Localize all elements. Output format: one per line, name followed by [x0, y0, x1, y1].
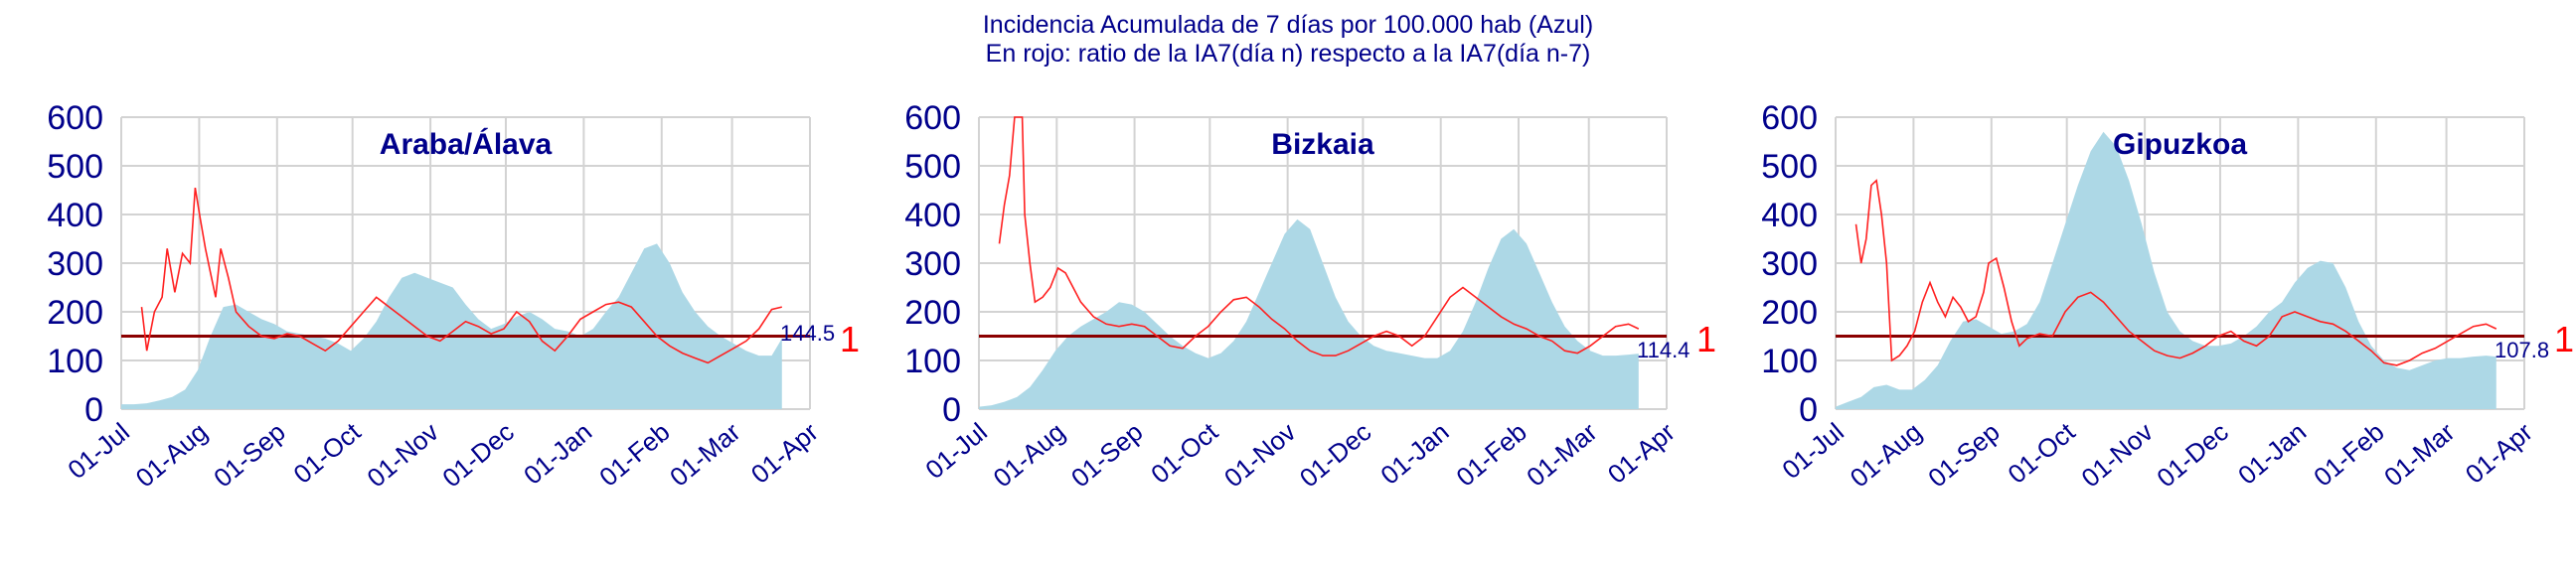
x-tick-label: 01-Dec: [1294, 417, 1376, 494]
x-tick-label: 01-Nov: [2075, 417, 2158, 494]
panel-2: 010020030040050060001-Jul01-Aug01-Sep01-…: [904, 99, 1716, 493]
y-tick-label: 500: [47, 148, 103, 186]
y-tick-label: 600: [904, 99, 961, 137]
x-tick-label: 01-Jan: [2232, 417, 2312, 491]
y-tick-label: 500: [1761, 148, 1818, 186]
x-tick-label: 01-Jan: [518, 417, 597, 491]
figure-title-line2: En rojo: ratio de la IA7(día n) respecto…: [986, 40, 1591, 68]
x-tick-label: 01-Feb: [2308, 417, 2389, 493]
x-tick-label: 01-Mar: [664, 416, 746, 492]
x-tick-label: 01-Mar: [1521, 416, 1603, 492]
y-tick-label: 400: [47, 197, 103, 234]
x-tick-label: 01-Apr: [1602, 416, 1681, 489]
plot-area: [120, 116, 811, 410]
x-tick-label: 01-Oct: [1145, 416, 1224, 490]
x-tick-label: 01-Sep: [1922, 417, 2006, 494]
y-tick-label: 600: [1761, 99, 1818, 137]
y-tick-label: 400: [1761, 197, 1818, 234]
y-tick-label: 0: [84, 391, 103, 429]
x-tick-label: 01-Apr: [2460, 416, 2538, 489]
x-tick-label: 01-Dec: [436, 417, 519, 494]
y-tick-label: 200: [1761, 294, 1818, 332]
y-tick-label: 300: [904, 245, 961, 283]
ratio-line: [140, 187, 782, 364]
panel-title: Gipuzkoa: [2113, 128, 2247, 161]
y-tick-label: 400: [904, 197, 961, 234]
y-tick-label: 300: [1761, 245, 1818, 283]
y-tick-label: 300: [47, 245, 103, 283]
x-tick-label: 01-Oct: [2002, 416, 2081, 490]
y-tick-label: 0: [1799, 391, 1818, 429]
x-tick-label: 01-Jan: [1374, 417, 1454, 491]
figure-title-line1: Incidencia Acumulada de 7 días por 100.0…: [983, 11, 1593, 39]
ia7-area: [979, 218, 1639, 409]
x-tick-label: 01-Dec: [2151, 417, 2233, 494]
y-tick-label: 200: [47, 294, 103, 332]
ratio-marker: 1: [1696, 319, 1716, 359]
y-tick-label: 100: [47, 343, 103, 380]
y-tick-label: 100: [904, 343, 961, 380]
panel-title: Araba/Álava: [380, 127, 553, 161]
x-tick-label: 01-Feb: [593, 417, 675, 493]
ratio-line: [998, 116, 1640, 357]
panel-1: 010020030040050060001-Jul01-Aug01-Sep01-…: [47, 99, 860, 493]
x-tick-label: 01-Feb: [1450, 417, 1531, 493]
panels: 010020030040050060001-Jul01-Aug01-Sep01-…: [47, 99, 2574, 493]
plot-area: [1835, 116, 2525, 410]
ia7-area: [1836, 131, 2496, 409]
x-tick-label: 01-Aug: [988, 417, 1071, 494]
ratio-marker: 1: [2554, 319, 2574, 359]
last-value-label: 144.5: [780, 321, 835, 346]
y-tick-label: 100: [1761, 343, 1818, 380]
x-tick-label: 01-Aug: [1845, 417, 1928, 494]
x-tick-label: 01-Oct: [287, 416, 367, 490]
ratio-marker: 1: [840, 319, 860, 359]
x-tick-label: 01-Mar: [2378, 416, 2461, 492]
x-tick-label: 01-Sep: [1065, 417, 1149, 494]
ia7-area: [121, 243, 782, 409]
plot-area: [978, 116, 1668, 410]
ratio-line: [1854, 179, 2497, 366]
x-tick-label: 01-Nov: [361, 417, 443, 494]
x-tick-label: 01-Nov: [1218, 417, 1301, 494]
y-tick-label: 600: [47, 99, 103, 137]
panel-title: Bizkaia: [1271, 128, 1374, 161]
last-value-label: 114.4: [1637, 338, 1690, 362]
x-tick-label: 01-Apr: [745, 416, 824, 489]
panel-3: 010020030040050060001-Jul01-Aug01-Sep01-…: [1761, 99, 2574, 493]
last-value-label: 107.8: [2495, 338, 2549, 362]
y-tick-label: 0: [942, 391, 961, 429]
y-tick-label: 500: [904, 148, 961, 186]
x-tick-label: 01-Aug: [130, 417, 214, 494]
x-tick-label: 01-Sep: [208, 417, 291, 494]
y-tick-label: 200: [904, 294, 961, 332]
